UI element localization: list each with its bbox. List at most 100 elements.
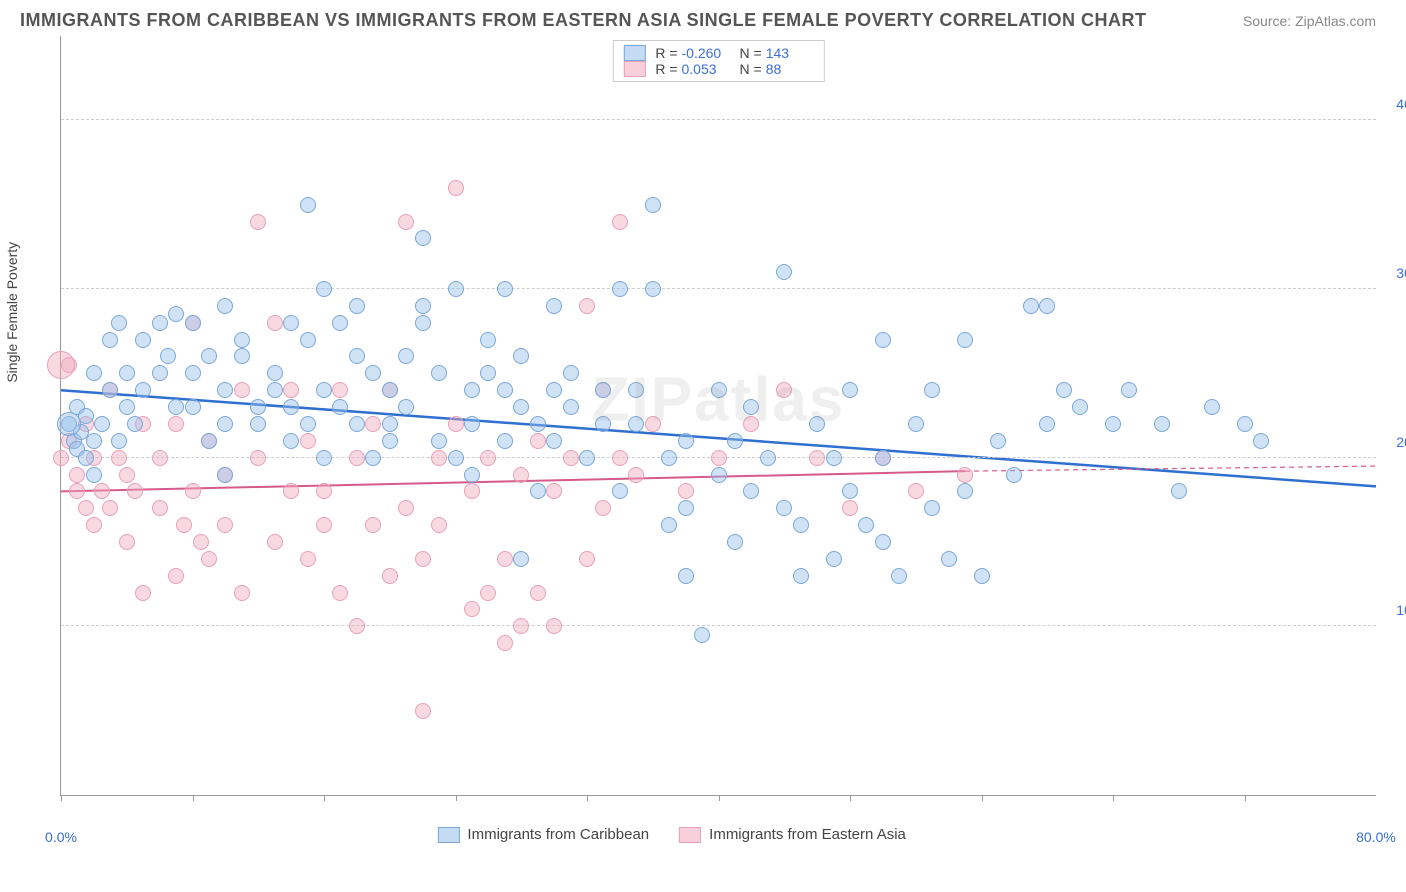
data-point — [1121, 382, 1137, 398]
data-point — [628, 416, 644, 432]
data-point — [661, 517, 677, 533]
data-point — [349, 348, 365, 364]
data-point — [111, 450, 127, 466]
data-point — [349, 450, 365, 466]
data-point — [300, 416, 316, 432]
data-point — [193, 534, 209, 550]
data-point — [185, 483, 201, 499]
data-point — [908, 483, 924, 499]
data-point — [86, 433, 102, 449]
data-point — [924, 382, 940, 398]
data-point — [234, 382, 250, 398]
data-point — [349, 618, 365, 634]
data-point — [448, 450, 464, 466]
data-point — [267, 534, 283, 550]
data-point — [168, 568, 184, 584]
data-point — [546, 618, 562, 634]
data-point — [431, 365, 447, 381]
legend-label: Immigrants from Caribbean — [467, 826, 649, 843]
data-point — [957, 467, 973, 483]
data-point — [875, 534, 891, 550]
data-point — [563, 365, 579, 381]
y-tick-label: 30.0% — [1396, 265, 1406, 281]
data-point — [694, 627, 710, 643]
data-point — [102, 332, 118, 348]
x-tick — [1245, 795, 1246, 801]
data-point — [563, 399, 579, 415]
data-point — [645, 197, 661, 213]
data-point — [382, 433, 398, 449]
data-point — [316, 281, 332, 297]
data-point — [267, 315, 283, 331]
data-point — [464, 601, 480, 617]
data-point — [711, 450, 727, 466]
data-point — [842, 382, 858, 398]
data-point — [316, 382, 332, 398]
data-point — [102, 382, 118, 398]
data-point — [530, 416, 546, 432]
data-point — [891, 568, 907, 584]
data-point — [513, 348, 529, 364]
data-point — [86, 365, 102, 381]
data-point — [217, 467, 233, 483]
data-point — [168, 416, 184, 432]
data-point — [119, 534, 135, 550]
data-point — [127, 483, 143, 499]
data-point — [94, 483, 110, 499]
data-point — [185, 315, 201, 331]
data-point — [464, 416, 480, 432]
data-point — [217, 517, 233, 533]
data-point — [415, 315, 431, 331]
data-point — [957, 483, 973, 499]
plot-region: ZIPatlas R =-0.260N =143R =0.053N =88 Im… — [60, 36, 1376, 796]
data-point — [234, 585, 250, 601]
chart-title: IMMIGRANTS FROM CARIBBEAN VS IMMIGRANTS … — [20, 10, 1147, 31]
data-point — [579, 551, 595, 567]
data-point — [1171, 483, 1187, 499]
data-point — [267, 382, 283, 398]
data-point — [760, 450, 776, 466]
data-point — [678, 483, 694, 499]
data-point — [78, 450, 94, 466]
data-point-large — [47, 351, 75, 379]
data-point — [234, 348, 250, 364]
data-point — [563, 450, 579, 466]
x-tick — [1113, 795, 1114, 801]
data-point — [168, 399, 184, 415]
data-point — [1039, 416, 1055, 432]
data-point — [135, 585, 151, 601]
data-point — [69, 467, 85, 483]
data-point — [579, 450, 595, 466]
n-label: N =143 — [740, 45, 814, 61]
data-point — [78, 500, 94, 516]
legend-swatch — [679, 827, 701, 843]
data-point — [300, 197, 316, 213]
data-point — [160, 348, 176, 364]
legend-swatch — [623, 61, 645, 77]
data-point — [415, 703, 431, 719]
data-point — [776, 264, 792, 280]
x-tick — [587, 795, 588, 801]
data-point — [595, 500, 611, 516]
x-tick — [982, 795, 983, 801]
data-point — [431, 433, 447, 449]
data-point — [398, 500, 414, 516]
data-point — [464, 483, 480, 499]
data-point — [1253, 433, 1269, 449]
chart-area: Single Female Poverty ZIPatlas R =-0.260… — [50, 36, 1376, 826]
gridline — [61, 625, 1376, 626]
data-point — [135, 382, 151, 398]
data-point — [111, 315, 127, 331]
data-point — [826, 450, 842, 466]
data-point — [415, 298, 431, 314]
data-point — [398, 214, 414, 230]
data-point — [990, 433, 1006, 449]
y-axis-label: Single Female Poverty — [4, 242, 20, 383]
data-point — [415, 551, 431, 567]
data-point — [365, 450, 381, 466]
data-point — [530, 483, 546, 499]
data-point — [217, 298, 233, 314]
data-point — [858, 517, 874, 533]
data-point — [316, 450, 332, 466]
data-point — [513, 399, 529, 415]
